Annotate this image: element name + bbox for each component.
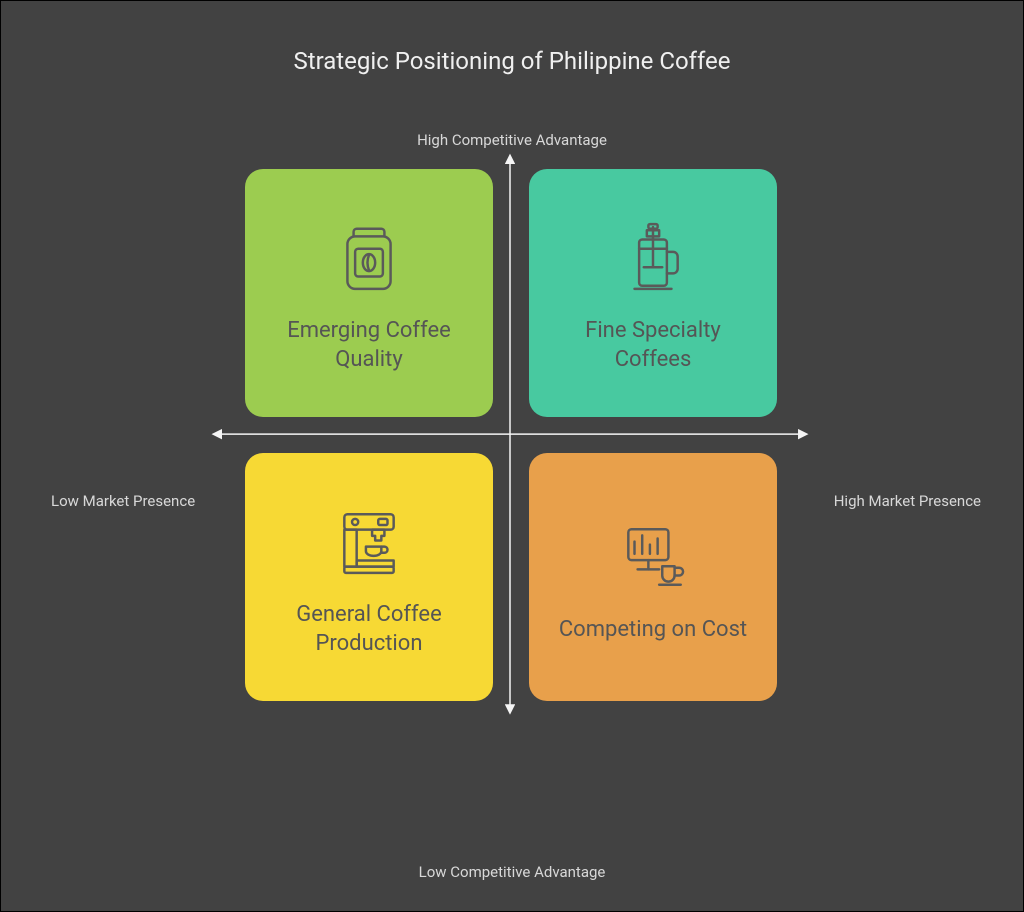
quadrant-label: Emerging Coffee Quality	[269, 317, 469, 374]
coffee-jar-icon	[332, 221, 406, 295]
quadrant-bottom-left: General Coffee Production	[245, 453, 493, 701]
french-press-icon	[616, 221, 690, 295]
quadrant-label: Fine Specialty Coffees	[553, 317, 753, 374]
axis-label-left: Low Market Presence	[51, 492, 195, 510]
chart-cup-icon	[616, 520, 690, 594]
quadrant-top-left: Emerging Coffee Quality	[245, 169, 493, 417]
axis-label-bottom: Low Competitive Advantage	[419, 863, 606, 881]
quadrant-label: Competing on Cost	[559, 616, 747, 645]
quadrant-diagram: High Competitive Advantage Low Competiti…	[1, 111, 1023, 891]
quadrant-bottom-right: Competing on Cost	[529, 453, 777, 701]
espresso-machine-icon	[332, 505, 406, 579]
quadrant-top-right: Fine Specialty Coffees	[529, 169, 777, 417]
page-title: Strategic Positioning of Philippine Coff…	[1, 47, 1023, 75]
axis-label-right: High Market Presence	[834, 492, 981, 510]
axis-label-top: High Competitive Advantage	[417, 131, 607, 149]
quadrant-label: General Coffee Production	[269, 601, 469, 658]
